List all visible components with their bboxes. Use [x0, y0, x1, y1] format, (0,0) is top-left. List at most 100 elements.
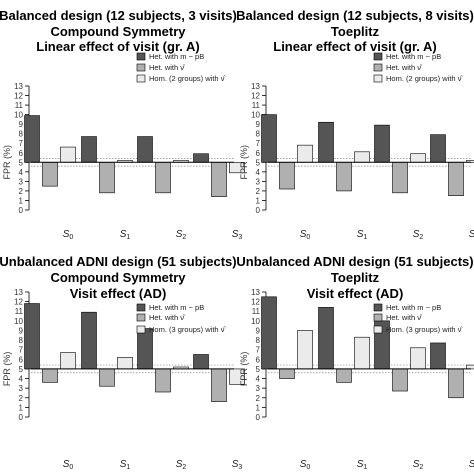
legend-swatch — [136, 325, 146, 334]
y-tick-label: 8 — [19, 130, 24, 139]
y-tick-label: 5 — [256, 158, 261, 167]
x-tick-label: S2 — [413, 229, 424, 241]
y-tick-label: 11 — [252, 101, 261, 110]
y-tick-label: 2 — [256, 394, 261, 403]
bar-series1-s3 — [193, 354, 209, 370]
legend-swatch — [136, 52, 146, 61]
bar-series2-s2 — [392, 368, 408, 392]
y-tick-label: 7 — [19, 346, 24, 355]
chart-title-line: Visit effect (AD) — [70, 286, 167, 301]
x-tick-label: S3 — [232, 459, 243, 471]
bar-series2-s3 — [448, 162, 464, 196]
bar-series1-s1 — [318, 307, 334, 370]
x-tick-label: S0 — [300, 229, 311, 241]
x-tick-label: S1 — [357, 229, 368, 241]
y-axis-label: FPR (%) — [239, 352, 249, 387]
y-tick-label: 3 — [19, 177, 24, 186]
chart-title-line: Linear effect of visit (gr. A) — [273, 39, 437, 54]
y-tick-label: 12 — [14, 92, 23, 101]
y-tick-label: 2 — [256, 187, 261, 196]
bar-series3-s1 — [117, 357, 133, 370]
chart-title-line: Unbalanced ADNI design (51 subjects) — [236, 254, 473, 269]
y-tick-label: 11 — [15, 307, 24, 316]
y-tick-label: 13 — [14, 82, 23, 91]
y-tick-label: 1 — [256, 403, 261, 412]
legend-swatch — [136, 74, 146, 83]
bar-series2-s1 — [99, 162, 115, 194]
chart-title-line: Balanced design (12 subjects, 3 visits) — [0, 8, 237, 23]
y-tick-label: 1 — [19, 196, 24, 205]
y-tick-label: 9 — [19, 120, 24, 129]
bar-series2-s0 — [42, 162, 58, 187]
x-tick-label: S2 — [413, 459, 424, 471]
legend-label: Het. with ν̂ — [386, 63, 423, 72]
y-tick-label: 7 — [256, 346, 261, 355]
legend-label: Hom. (3 groups) with ν̂ — [386, 325, 463, 334]
bar-series2-s3 — [448, 368, 464, 399]
y-tick-label: 0 — [256, 413, 261, 422]
legend-swatch — [373, 303, 383, 312]
y-tick-label: 0 — [19, 413, 24, 422]
bar-series3-s1 — [354, 151, 370, 163]
bar-series2-s2 — [155, 368, 171, 393]
x-tick-label: S2 — [176, 459, 187, 471]
chart-title-line: Visit effect (AD) — [307, 286, 404, 301]
y-tick-label: 7 — [256, 139, 261, 148]
y-tick-label: 5 — [19, 365, 24, 374]
x-tick-label: S1 — [120, 229, 131, 241]
bar-series1-s2 — [374, 124, 390, 163]
y-tick-label: 6 — [19, 149, 24, 158]
y-tick-label: 2 — [19, 187, 24, 196]
bar-series3-s3 — [229, 368, 245, 385]
x-tick-label: S0 — [63, 459, 74, 471]
bar-series3-s2 — [410, 153, 426, 163]
bar-series1-s1 — [81, 311, 97, 370]
legend-label: Hom. (2 groups) with ν̂ — [386, 74, 463, 83]
legend-swatch — [373, 313, 383, 322]
legend-label: Hom. (3 groups) with ν̂ — [149, 325, 226, 334]
y-tick-label: 8 — [256, 336, 261, 345]
legend-label: Het. with m − pB — [386, 52, 441, 61]
bar-series3-s0 — [297, 144, 313, 163]
y-tick-label: 13 — [14, 288, 23, 297]
bar-series3-s2 — [410, 347, 426, 370]
y-tick-label: 10 — [251, 111, 260, 120]
bar-series1-s1 — [81, 136, 97, 163]
bar-series2-s3 — [211, 162, 227, 197]
bar-series2-s0 — [279, 162, 295, 190]
legend-label: Het. with m − pB — [149, 52, 204, 61]
y-tick-label: 7 — [19, 139, 24, 148]
bar-series1-s2 — [137, 136, 153, 163]
y-axis-label: FPR (%) — [2, 352, 12, 387]
bar-series3-s0 — [60, 146, 76, 163]
x-tick-label: S3 — [469, 229, 474, 241]
bar-series1-s3 — [193, 153, 209, 163]
bar-series2-s2 — [155, 162, 171, 194]
bar-series2-s3 — [211, 368, 227, 402]
y-tick-label: 12 — [251, 92, 260, 101]
bar-series1-s3 — [430, 134, 446, 163]
chart-title-line: Compound Symmetry — [50, 270, 186, 285]
y-axis-label: FPR (%) — [2, 145, 12, 180]
legend-label: Het. with ν̂ — [386, 313, 423, 322]
bar-series1-s3 — [430, 342, 446, 370]
y-tick-label: 6 — [256, 149, 261, 158]
y-tick-label: 6 — [256, 355, 261, 364]
bar-series3-s0 — [297, 330, 313, 370]
chart-title-line: Compound Symmetry — [50, 24, 186, 39]
legend-swatch — [136, 303, 146, 312]
chart-panel-2: Balanced design (12 subjects, 8 visits)T… — [236, 8, 474, 241]
chart-title-line: Balanced design (12 subjects, 8 visits) — [236, 8, 474, 23]
y-tick-label: 3 — [256, 177, 261, 186]
y-tick-label: 1 — [19, 403, 24, 412]
bar-series1-s0 — [261, 296, 277, 370]
x-tick-label: S1 — [357, 459, 368, 471]
bar-series1-s0 — [261, 114, 277, 163]
bar-series3-s3 — [466, 364, 474, 370]
y-tick-label: 10 — [14, 317, 23, 326]
x-tick-label: S2 — [176, 229, 187, 241]
chart-title-line: Linear effect of visit (gr. A) — [36, 39, 200, 54]
y-tick-label: 9 — [256, 120, 261, 129]
y-tick-label: 6 — [19, 355, 24, 364]
